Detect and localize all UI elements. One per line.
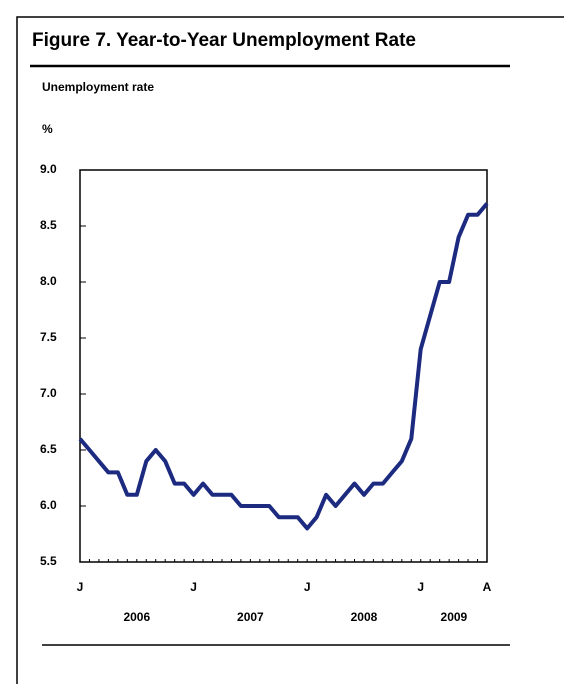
x-tick-label: J [190, 580, 197, 594]
subtitle: Unemployment rate [42, 80, 154, 94]
y-tick-label: 6.5 [40, 442, 57, 456]
chart-title: Figure 7. Year-to-Year Unemployment Rate [32, 30, 416, 51]
y-tick-label: 7.5 [40, 330, 57, 344]
y-tick-label: 6.0 [40, 498, 57, 512]
line-series [78, 202, 489, 531]
y-tick-label: 5.5 [40, 554, 57, 568]
frame [16, 16, 564, 684]
y-unit: % [42, 122, 53, 136]
year-label: 2009 [441, 610, 468, 624]
y-tick-label: 9.0 [40, 162, 57, 176]
y-tick-label: 8.5 [40, 218, 57, 232]
y-tick-label: 7.0 [40, 386, 57, 400]
plot-frame [79, 169, 488, 563]
y-tick-label: 8.0 [40, 274, 57, 288]
year-label: 2007 [237, 610, 264, 624]
x-tick-label: A [483, 580, 492, 594]
x-tick-label: J [77, 580, 84, 594]
year-label: 2006 [123, 610, 150, 624]
x-tick-label: J [304, 580, 311, 594]
x-tick-label: J [417, 580, 424, 594]
year-label: 2008 [351, 610, 378, 624]
